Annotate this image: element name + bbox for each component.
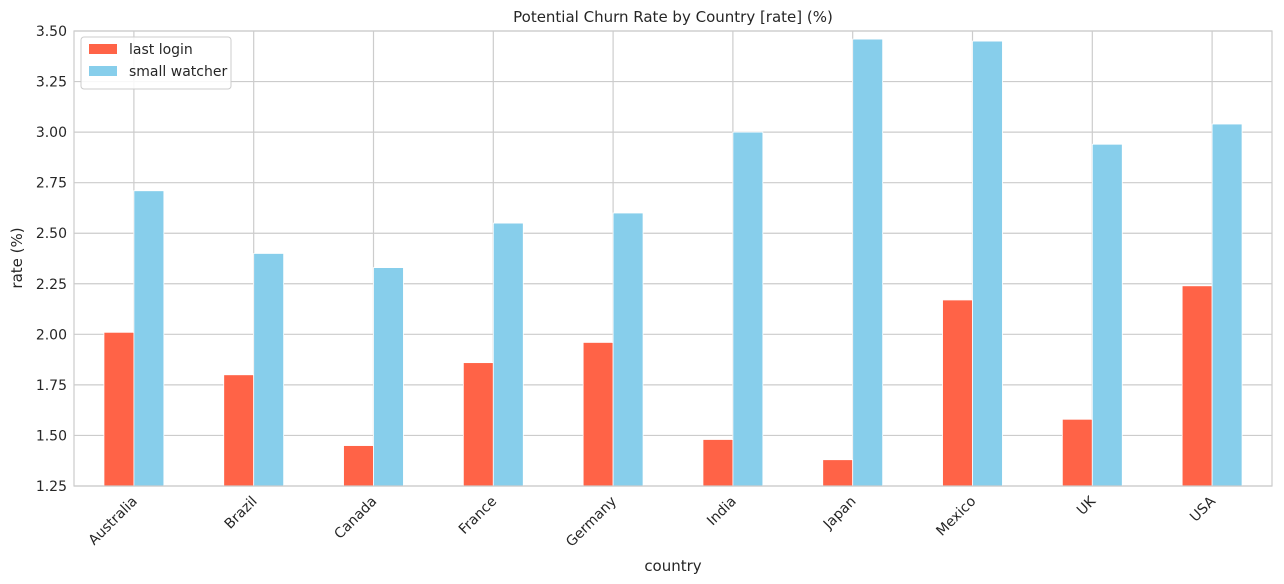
bar-last-login-germany: [582, 342, 614, 487]
y-tick-label: 2.50: [36, 226, 67, 242]
x-tick-label: Brazil: [222, 494, 261, 533]
bar-small-watcher-india: [732, 131, 764, 487]
bar-small-watcher-france: [492, 222, 524, 487]
legend-label-last-login: last login: [129, 42, 193, 58]
bar-small-watcher-mexico: [972, 40, 1003, 487]
legend-swatch-small-watcher: [89, 66, 117, 76]
bar-small-watcher-australia: [133, 190, 165, 487]
bar-last-login-india: [702, 439, 734, 487]
legend-swatch-last-login: [89, 44, 117, 54]
bar-last-login-uk: [1061, 418, 1093, 487]
y-tick-label: 3.25: [36, 75, 67, 91]
legend-label-small-watcher: small watcher: [129, 64, 227, 80]
y-tick-label: 3.50: [36, 24, 67, 40]
x-tick-label: Mexico: [933, 494, 979, 540]
y-tick-label: 2.25: [36, 277, 67, 293]
bar-last-login-mexico: [942, 299, 973, 487]
bar-small-watcher-uk: [1091, 143, 1123, 487]
y-axis-label: rate (%): [8, 227, 26, 288]
y-tick-label: 2.00: [36, 327, 67, 343]
legend: last login small watcher: [80, 36, 232, 90]
chart-title: Potential Churn Rate by Country [rate] (…: [513, 8, 833, 26]
x-axis-label: country: [644, 557, 701, 575]
x-tick-label: Australia: [86, 494, 141, 549]
y-tick-label: 1.75: [36, 378, 67, 394]
y-tick-label: 2.75: [36, 176, 67, 192]
x-tick-labels: Australia Brazil Canada France Germany India J…: [86, 493, 1220, 550]
bar-last-login-usa: [1181, 285, 1213, 487]
x-tick-label: Canada: [331, 494, 380, 543]
y-tick-label: 1.50: [36, 428, 67, 444]
bars: [103, 38, 1243, 487]
x-tick-label: France: [456, 494, 500, 538]
bar-small-watcher-germany: [612, 212, 644, 487]
plot-frame: [73, 30, 1273, 487]
y-tick-label: 3.00: [36, 125, 67, 141]
x-tick-label: India: [704, 494, 740, 530]
x-tick-label: Japan: [820, 494, 860, 534]
bar-last-login-japan: [822, 459, 854, 487]
y-tick-label: 1.25: [36, 479, 67, 495]
bar-small-watcher-japan: [852, 38, 884, 487]
bar-last-login-canada: [343, 445, 374, 487]
bar-last-login-brazil: [223, 374, 255, 487]
bar-last-login-france: [462, 362, 494, 487]
x-tick-label: Germany: [563, 494, 620, 551]
x-tick-label: UK: [1074, 493, 1100, 519]
y-tick-labels: 1.25 1.50 1.75 2.00 2.25 2.50 2.75 3.00 3.25 3.50: [36, 24, 67, 495]
bar-small-watcher-brazil: [253, 253, 285, 487]
bar-last-login-australia: [103, 331, 135, 487]
bar-small-watcher-usa: [1211, 123, 1243, 487]
x-tick-label: USA: [1187, 493, 1219, 525]
bar-small-watcher-canada: [373, 267, 404, 487]
legend-box: [80, 36, 232, 90]
